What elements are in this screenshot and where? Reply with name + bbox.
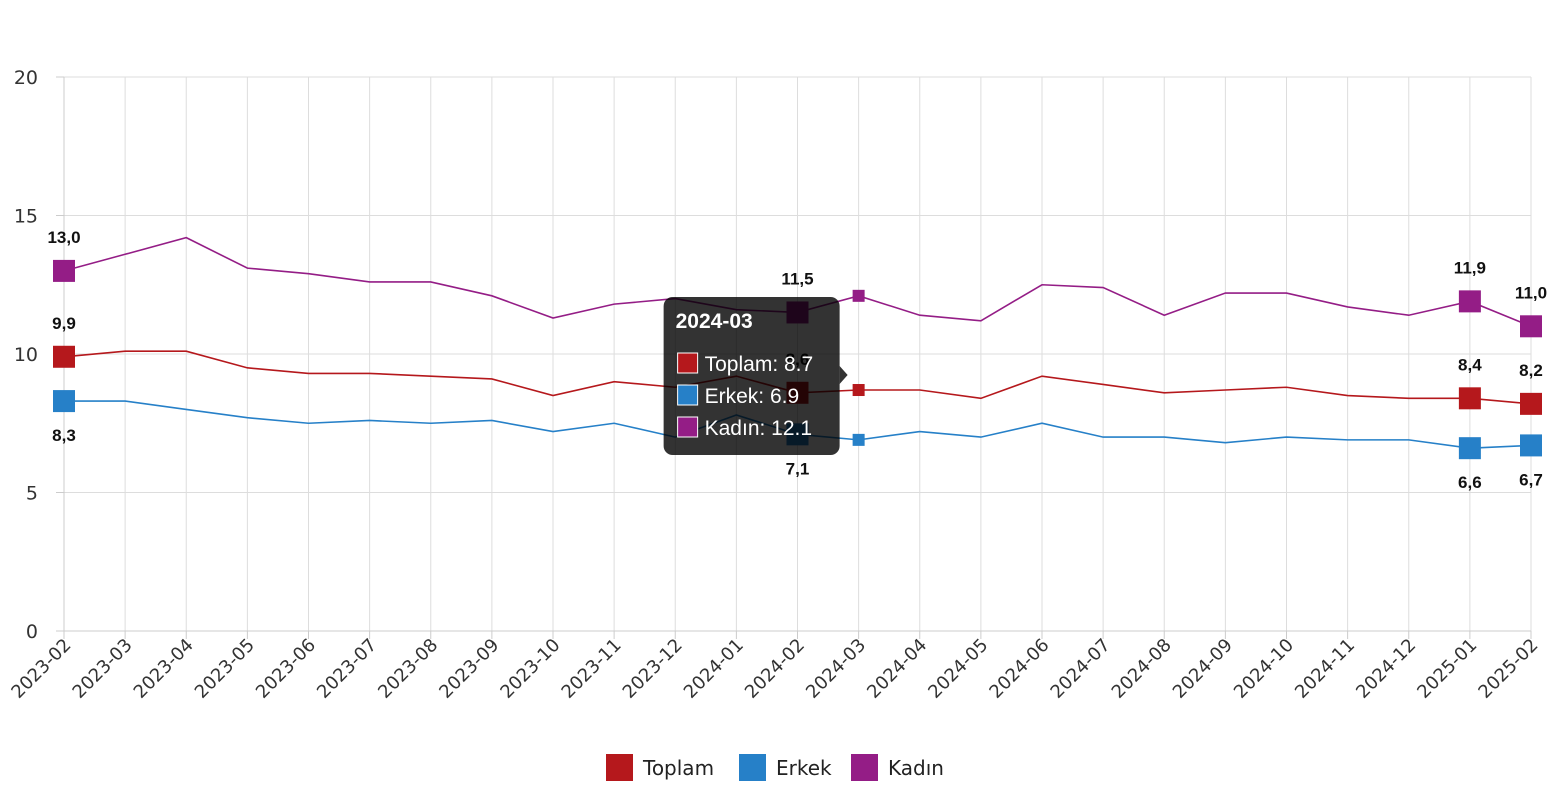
- tooltip-title: 2024-03: [676, 310, 753, 333]
- x-tick-label: 2024-09: [1169, 635, 1237, 703]
- hover-marker-kad-n: [852, 289, 865, 302]
- x-tick-label: 2024-06: [985, 635, 1053, 703]
- x-tick-label: 2025-01: [1413, 635, 1481, 703]
- legend-label-erkek: Erkek: [776, 756, 832, 780]
- tooltip-swatch-toplam: [677, 352, 699, 374]
- x-tick-label: 2024-02: [741, 635, 809, 703]
- data-label: 11,0: [1515, 283, 1547, 302]
- y-tick-label: 10: [14, 344, 38, 366]
- legend-label-kad-n: Kadın: [888, 756, 944, 780]
- legend-swatch-kad-n: [851, 754, 878, 781]
- x-tick-label: 2024-07: [1047, 635, 1115, 703]
- data-label: 6,6: [1458, 473, 1482, 492]
- data-label: 11,5: [781, 269, 813, 288]
- hover-marker-toplam: [852, 384, 865, 397]
- y-tick-label: 15: [14, 206, 38, 228]
- x-tick-label: 2024-04: [863, 635, 931, 703]
- x-tick-label: 2023-12: [619, 635, 687, 703]
- hover-marker-erkek: [852, 433, 865, 446]
- x-tick-label: 2024-01: [680, 635, 748, 703]
- y-tick-label: 0: [26, 621, 38, 643]
- x-tick-label: 2023-03: [69, 635, 137, 703]
- data-marker-toplam: [1520, 392, 1542, 415]
- x-tick-label: 2023-07: [313, 635, 381, 703]
- x-tick-label: 2024-12: [1352, 635, 1420, 703]
- tooltip-item-toplam: Toplam: 8.7: [705, 353, 814, 376]
- x-tick-label: 2024-10: [1230, 635, 1298, 703]
- data-label: 9,9: [52, 314, 76, 333]
- x-tick-label: 2023-04: [130, 635, 198, 703]
- tooltip-swatch-erkek: [677, 384, 699, 406]
- x-tick-label: 2023-09: [435, 635, 503, 703]
- data-marker-erkek: [1520, 434, 1542, 457]
- x-tick-label: 2023-06: [252, 635, 320, 703]
- x-tick-label: 2024-05: [924, 635, 992, 703]
- y-tick-label: 20: [14, 67, 38, 89]
- data-label: 13,0: [47, 228, 80, 247]
- tooltip-item-kad-n: Kadın: 12.1: [705, 417, 812, 440]
- data-marker-kad-n: [1520, 315, 1542, 338]
- x-tick-label: 2023-08: [374, 635, 442, 703]
- legend: Toplam Erkek Kadın: [606, 754, 944, 781]
- x-tick-label: 2024-11: [1291, 635, 1359, 703]
- data-label: 8,4: [1458, 355, 1482, 374]
- data-marker-erkek: [53, 390, 75, 413]
- x-tick-label: 2025-02: [1474, 635, 1542, 703]
- x-tick-label: 2023-10: [496, 635, 564, 703]
- legend-swatch-erkek: [739, 754, 766, 781]
- data-marker-toplam: [1458, 387, 1481, 410]
- data-label: 8,3: [52, 426, 76, 445]
- data-marker-kad-n: [53, 259, 75, 282]
- data-marker-kad-n: [1458, 290, 1481, 313]
- tooltip: 2024-03 Toplam: 8.7 Erkek: 6.9 Kadın: 12.1: [663, 289, 865, 455]
- tooltip-swatch-kad-n: [677, 416, 699, 438]
- y-tick-label: 5: [26, 483, 38, 505]
- data-label: 6,7: [1519, 470, 1543, 489]
- data-label: 7,1: [786, 459, 810, 478]
- x-tick-label: 2024-08: [1108, 635, 1176, 703]
- tooltip-caret: [839, 366, 848, 384]
- data-label: 11,9: [1454, 258, 1486, 277]
- x-tick-label: 2024-03: [802, 635, 870, 703]
- legend-label-toplam: Toplam: [642, 756, 714, 780]
- tooltip-box: [663, 297, 840, 455]
- x-tick-label: 2023-02: [7, 635, 75, 703]
- x-tick-label: 2023-11: [558, 635, 626, 703]
- legend-swatch-toplam: [606, 754, 633, 781]
- data-marker-erkek: [1458, 437, 1481, 460]
- data-label: 8,2: [1519, 361, 1543, 380]
- x-tick-label: 2023-05: [191, 635, 259, 703]
- tooltip-item-erkek: Erkek: 6.9: [705, 385, 800, 408]
- data-marker-toplam: [53, 345, 75, 368]
